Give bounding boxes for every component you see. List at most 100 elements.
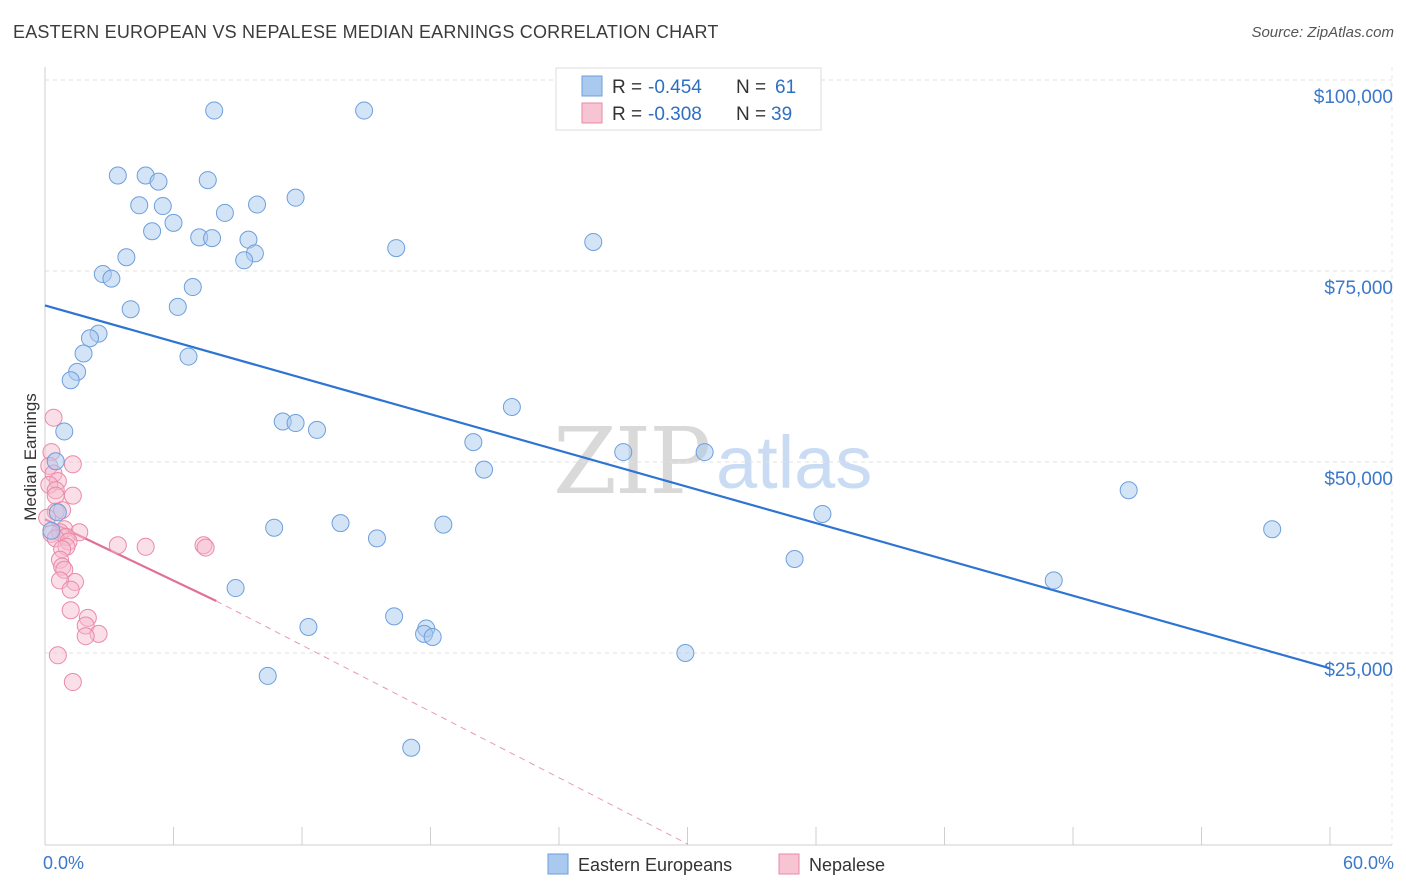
- data-point-eastern-europeans: [676, 644, 695, 662]
- data-point-nepalese: [63, 455, 82, 474]
- data-point-eastern-europeans: [235, 251, 254, 270]
- trend-lines: [44, 304, 1331, 845]
- legend-n-value-1: 61: [775, 77, 796, 98]
- data-point-nepalese: [136, 537, 155, 556]
- x-tick-label-max: 60.0%: [1343, 853, 1394, 873]
- legend-r-value-1: -0.454: [648, 77, 702, 98]
- data-point-eastern-europeans: [117, 248, 136, 267]
- data-point-eastern-europeans: [286, 414, 305, 433]
- data-point-eastern-europeans: [179, 347, 198, 366]
- legend-n-label-1: N =: [736, 77, 766, 98]
- data-point-eastern-europeans: [475, 460, 494, 479]
- data-point-eastern-europeans: [464, 433, 483, 452]
- data-point-eastern-europeans: [695, 443, 714, 462]
- data-point-eastern-europeans: [48, 503, 67, 522]
- data-point-eastern-europeans: [265, 518, 284, 537]
- data-point-eastern-europeans: [102, 269, 121, 288]
- bottom-legend-swatch-nepalese: [778, 853, 800, 875]
- data-point-eastern-europeans: [813, 504, 832, 523]
- data-point-eastern-europeans: [183, 278, 202, 297]
- legend-r-value-2: -0.308: [648, 104, 702, 125]
- data-point-nepalese: [53, 540, 72, 559]
- data-point-eastern-europeans: [1263, 520, 1282, 539]
- data-point-eastern-europeans: [80, 329, 99, 348]
- data-point-nepalese: [63, 673, 82, 692]
- bottom-legend-swatch-eastern-europeans: [547, 853, 569, 875]
- chart-title: EASTERN EUROPEAN VS NEPALESE MEDIAN EARN…: [13, 22, 719, 42]
- data-point-eastern-europeans: [299, 618, 318, 637]
- data-point-eastern-europeans: [367, 529, 386, 548]
- data-point-eastern-europeans: [46, 452, 65, 471]
- legend-n-label-2: N =: [736, 104, 766, 125]
- data-point-eastern-europeans: [198, 171, 217, 190]
- legend-n-value-2: 39: [771, 104, 792, 125]
- trend-line-eastern-europeans: [44, 304, 1331, 670]
- data-point-nepalese: [46, 481, 65, 500]
- data-points: [38, 101, 1282, 757]
- data-point-eastern-europeans: [164, 213, 183, 232]
- y-tick-label: $50,000: [1324, 469, 1393, 490]
- data-point-eastern-europeans: [307, 420, 326, 439]
- data-point-nepalese: [76, 627, 95, 646]
- legend-swatch-eastern-europeans: [581, 75, 603, 97]
- data-point-eastern-europeans: [331, 514, 350, 533]
- y-tick-label: $75,000: [1324, 278, 1393, 299]
- data-point-nepalese: [78, 608, 97, 627]
- data-point-nepalese: [48, 646, 67, 665]
- data-point-nepalese: [61, 601, 80, 620]
- data-point-nepalese: [108, 536, 127, 555]
- source-credit: Source: ZipAtlas.com: [1251, 24, 1394, 41]
- data-point-eastern-europeans: [502, 397, 521, 416]
- data-point-eastern-europeans: [248, 195, 267, 214]
- legend-swatch-nepalese: [581, 102, 603, 124]
- data-point-eastern-europeans: [226, 579, 245, 598]
- axes: $25,000 $50,000 $75,000 $100,000: [44, 67, 1393, 846]
- data-point-eastern-europeans: [1044, 571, 1063, 590]
- data-point-eastern-europeans: [205, 101, 224, 120]
- data-point-eastern-europeans: [215, 203, 234, 222]
- bottom-legend: Eastern Europeans Nepalese: [547, 853, 885, 875]
- data-point-nepalese: [194, 536, 213, 555]
- data-point-eastern-europeans: [61, 371, 80, 390]
- data-point-eastern-europeans: [402, 738, 421, 757]
- data-point-eastern-europeans: [168, 297, 187, 316]
- x-tick-label-min: 0.0%: [43, 853, 84, 873]
- data-point-eastern-europeans: [149, 172, 168, 191]
- data-point-eastern-europeans: [130, 196, 149, 215]
- data-point-eastern-europeans: [258, 666, 277, 685]
- data-point-eastern-europeans: [153, 197, 172, 216]
- data-point-eastern-europeans: [74, 344, 93, 363]
- data-point-eastern-europeans: [387, 239, 406, 258]
- legend-r-label-1: R =: [612, 77, 642, 98]
- data-point-eastern-europeans: [614, 443, 633, 462]
- y-tick-label: $25,000: [1324, 660, 1393, 681]
- bottom-legend-label-eastern-europeans: Eastern Europeans: [578, 855, 732, 875]
- legend-r-label-2: R =: [612, 104, 642, 125]
- data-point-nepalese: [44, 408, 63, 427]
- data-point-eastern-europeans: [584, 232, 603, 251]
- trend-line-nepalese-extension: [216, 600, 688, 845]
- data-point-eastern-europeans: [286, 188, 305, 207]
- data-point-eastern-europeans: [785, 550, 804, 569]
- data-point-eastern-europeans: [203, 229, 222, 248]
- data-point-eastern-europeans: [108, 166, 127, 185]
- y-tick-label: $100,000: [1314, 87, 1393, 108]
- data-point-eastern-europeans: [143, 222, 162, 241]
- data-point-eastern-europeans: [121, 300, 140, 319]
- data-point-nepalese: [63, 486, 82, 505]
- y-axis-label: Median Earnings: [21, 393, 40, 521]
- data-point-eastern-europeans: [434, 515, 453, 534]
- data-point-nepalese: [76, 616, 95, 635]
- data-point-nepalese: [196, 538, 215, 557]
- data-point-eastern-europeans: [55, 422, 74, 441]
- data-point-nepalese: [61, 580, 80, 599]
- data-point-eastern-europeans: [1119, 481, 1138, 500]
- bottom-legend-label-nepalese: Nepalese: [809, 855, 885, 875]
- data-point-nepalese: [53, 557, 72, 576]
- data-point-eastern-europeans: [423, 627, 442, 646]
- data-point-nepalese: [55, 560, 74, 579]
- data-point-eastern-europeans: [42, 521, 61, 540]
- data-point-eastern-europeans: [355, 101, 374, 120]
- correlation-legend: R = -0.454 N = 61 R = -0.308 N = 39: [555, 67, 822, 131]
